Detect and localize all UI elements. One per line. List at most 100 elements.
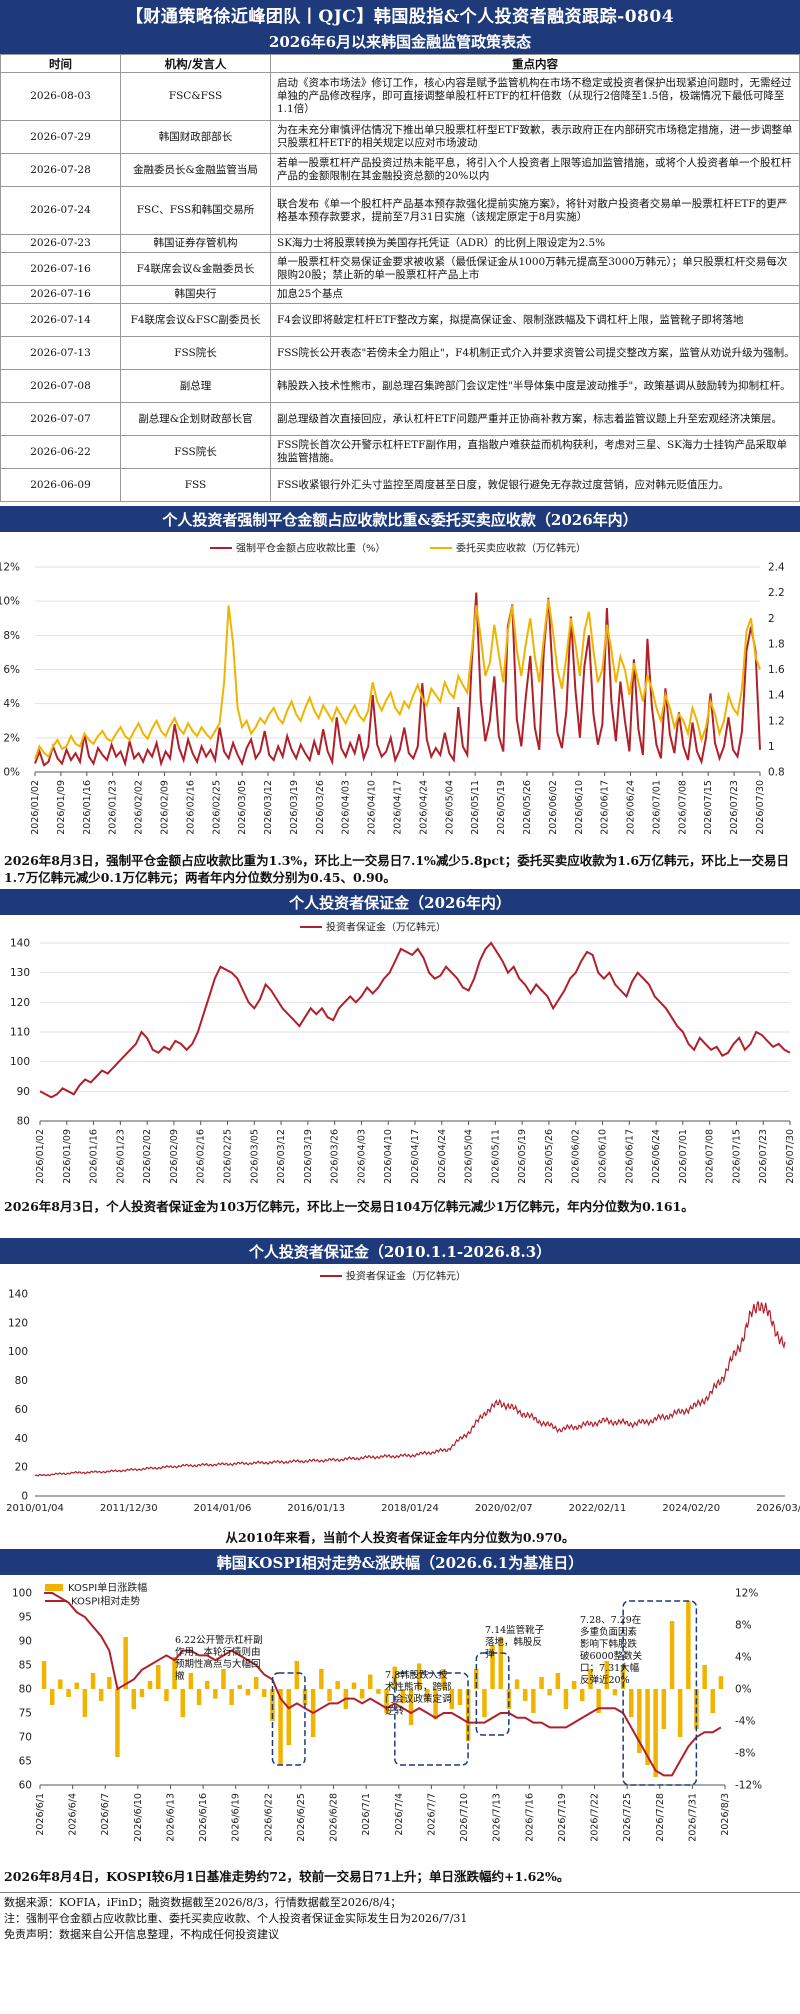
chart3-area: 0 20 40 60 80 100 120 140 投资者保证金（万亿韩元） 2010/01/04… bbox=[0, 1264, 800, 1526]
x-tick-label: 2026/07/08 bbox=[677, 780, 688, 835]
left-tick-label: 95 bbox=[19, 1612, 32, 1624]
chart3-note: 从2010年来看，当前个人投资者保证金年内分位数为0.970。 bbox=[225, 1530, 575, 1545]
daily-change-bar bbox=[539, 1677, 544, 1689]
right-tick-label: 1.8 bbox=[768, 638, 785, 650]
x-tick-label: 2026/7/10 bbox=[459, 1793, 470, 1842]
daily-change-bar bbox=[351, 1682, 357, 1689]
policy-content: 加息25个基点 bbox=[270, 285, 800, 304]
policy-content: 联合发布《单一个股杠杆产品基本预存款强化提前实施方案》，将针对散户投资者交易单一… bbox=[270, 186, 800, 235]
policy-table-title: 2026年6月以来韩国金融监管政策表态 bbox=[0, 28, 800, 54]
annotation-text: 7.14监管靴子落地，韩股反弹 bbox=[485, 1625, 545, 1660]
x-tick-label: 2026/6/25 bbox=[296, 1793, 307, 1842]
daily-change-bar bbox=[718, 1676, 724, 1689]
x-tick-label: 2026/7/22 bbox=[590, 1793, 601, 1842]
y-tick-label: 80 bbox=[15, 1375, 28, 1387]
right-tick-label: 1.6 bbox=[768, 664, 785, 676]
series-line-1 bbox=[34, 598, 761, 760]
policy-org: F4联席会议&金融委员长 bbox=[120, 252, 271, 286]
policy-row: 2026-07-07 副总理&企划财政部长官 副总理级首次直接回应，承认杠杆ETF问… bbox=[0, 402, 800, 436]
policy-date: 2026-07-08 bbox=[0, 369, 121, 403]
left-tick-label: 70 bbox=[19, 1732, 32, 1744]
annotation-text: 6.22公开警示杠杆副作用，本轮行情则由预期性高点与大幅回撤 bbox=[175, 1635, 263, 1682]
policy-row: 2026-07-14 F4联席会议&FSC副委员长 F4会议即将敲定杠杆ETF整改方… bbox=[0, 303, 800, 337]
daily-change-bar bbox=[669, 1621, 675, 1689]
right-tick-label: -12% bbox=[735, 1780, 762, 1792]
left-tick-label: 6% bbox=[3, 664, 20, 676]
daily-change-bar bbox=[498, 1637, 503, 1689]
policy-content: 单一股票杠杆交易保证金要求被收紧（最低保证金从1000万韩元提高至3000万韩元… bbox=[270, 252, 800, 286]
legend-kospi-relative: KOSPI相对走势 bbox=[71, 1595, 140, 1608]
chart4-svg: 60 65 70 75 80 85 90 95 100 -12% -8% -4% 0% 4% 8% 12% KO… bbox=[12, 1581, 762, 1842]
kospi-relative-line bbox=[44, 1592, 722, 1777]
policy-table-header: 时间 机构/发言人 重点内容 bbox=[0, 54, 800, 73]
x-tick-label: 2020/02/07 bbox=[475, 1503, 533, 1514]
y-tick-label: 40 bbox=[15, 1433, 28, 1445]
daily-change-bar bbox=[474, 1669, 479, 1689]
x-tick-label: 2026/01/23 bbox=[115, 1129, 126, 1184]
daily-change-bar bbox=[229, 1689, 234, 1705]
annotation-box bbox=[271, 1672, 306, 1766]
x-tick-label: 2026/04/24 bbox=[418, 780, 429, 835]
daily-change-bar bbox=[164, 1689, 169, 1701]
daily-change-bar bbox=[50, 1689, 55, 1705]
daily-change-bar bbox=[449, 1689, 455, 1709]
daily-change-bar bbox=[237, 1685, 242, 1689]
header-content: 重点内容 bbox=[270, 54, 800, 73]
x-tick-label: 2026/01/23 bbox=[108, 780, 119, 835]
policy-content: 为在未充分审慎评估情况下推出单只股票杠杆型ETF致歉，表示政府正在内部研究市场稳… bbox=[270, 120, 800, 154]
legend-bar-swatch bbox=[45, 1584, 63, 1591]
daily-change-bar bbox=[98, 1689, 104, 1701]
y-tick-label: 100 bbox=[10, 1056, 30, 1068]
left-tick-label: 75 bbox=[19, 1708, 32, 1720]
x-tick-label: 2026/02/16 bbox=[196, 1129, 207, 1184]
x-tick-label: 2026/03/26 bbox=[315, 780, 326, 835]
daily-change-bar bbox=[58, 1679, 63, 1689]
x-tick-label: 2026/03/05 bbox=[237, 780, 248, 835]
daily-change-bar bbox=[156, 1665, 161, 1689]
footer-disclaimer: 免责声明：数据来自公开信息整理，不构成任何投资建议 bbox=[4, 1928, 279, 1941]
y-tick-label: 20 bbox=[15, 1462, 28, 1474]
y-tick-label: 60 bbox=[15, 1404, 28, 1416]
x-tick-label: 2010/01/04 bbox=[6, 1503, 64, 1514]
daily-change-bar bbox=[710, 1689, 715, 1713]
daily-change-bar bbox=[278, 1689, 283, 1765]
policy-row: 2026-07-08 副总理 韩股跌入技术性熊市，副总理召集跨部门会议定性"半导体集… bbox=[0, 369, 800, 403]
right-tick-label: -4% bbox=[735, 1716, 755, 1728]
x-tick-label: 2026/06/10 bbox=[574, 780, 585, 835]
daily-change-bar bbox=[294, 1661, 300, 1689]
x-tick-label: 2026/06/02 bbox=[571, 1129, 582, 1184]
chart3-title: 个人投资者保证金（2010.1.1-2026.8.3） bbox=[0, 1238, 800, 1264]
x-tick-label: 2026/03/12 bbox=[263, 780, 274, 835]
x-tick-label: 2026/6/28 bbox=[329, 1793, 340, 1842]
policy-content: FSS收紧银行外汇头寸监控至周度甚至日度，敦促银行避免无存款过度营销，应对韩元贬… bbox=[270, 468, 800, 502]
daily-change-bar bbox=[531, 1689, 536, 1713]
series-line-0 bbox=[34, 592, 761, 768]
x-tick-label: 2026/03/19 bbox=[303, 1129, 314, 1184]
x-tick-label: 2026/03/12 bbox=[276, 1129, 287, 1184]
y-tick-label: 0 bbox=[21, 1491, 28, 1503]
policy-date: 2026-07-23 bbox=[0, 234, 121, 253]
chart2-area: 80 90 100 110 120 130 140 投资者保证金（万亿韩元） 2026/01/0… bbox=[0, 915, 800, 1195]
x-tick-label: 2026/05/19 bbox=[496, 780, 507, 835]
right-tick-label: 2 bbox=[768, 613, 775, 625]
daily-change-bar bbox=[213, 1689, 218, 1699]
daily-change-bar bbox=[433, 1689, 438, 1720]
daily-change-bar bbox=[376, 1689, 381, 1694]
left-tick-label: 80 bbox=[19, 1684, 32, 1696]
page-title: 【财通策略徐近峰团队丨QJC】韩国股指&个人投资者融资跟踪-0804 bbox=[0, 0, 800, 28]
daily-change-bar bbox=[90, 1673, 96, 1689]
policy-org: 韩国证券存管机构 bbox=[120, 234, 271, 253]
daily-change-bar bbox=[408, 1689, 414, 1725]
policy-org: FSS院长 bbox=[120, 435, 271, 469]
x-tick-label: 2026/02/09 bbox=[159, 780, 170, 835]
daily-change-bar bbox=[131, 1689, 136, 1709]
daily-change-bar bbox=[604, 1661, 609, 1689]
x-tick-label: 2026/01/09 bbox=[56, 780, 67, 835]
left-tick-label: 2% bbox=[3, 732, 20, 744]
policy-org: FSC&FSS bbox=[120, 72, 271, 121]
daily-change-bar bbox=[645, 1689, 650, 1765]
daily-change-bar bbox=[196, 1689, 202, 1705]
x-tick-label: 2026/05/04 bbox=[444, 780, 455, 835]
annotation-box bbox=[394, 1672, 469, 1766]
x-tick-label: 2026/04/24 bbox=[437, 1129, 448, 1184]
